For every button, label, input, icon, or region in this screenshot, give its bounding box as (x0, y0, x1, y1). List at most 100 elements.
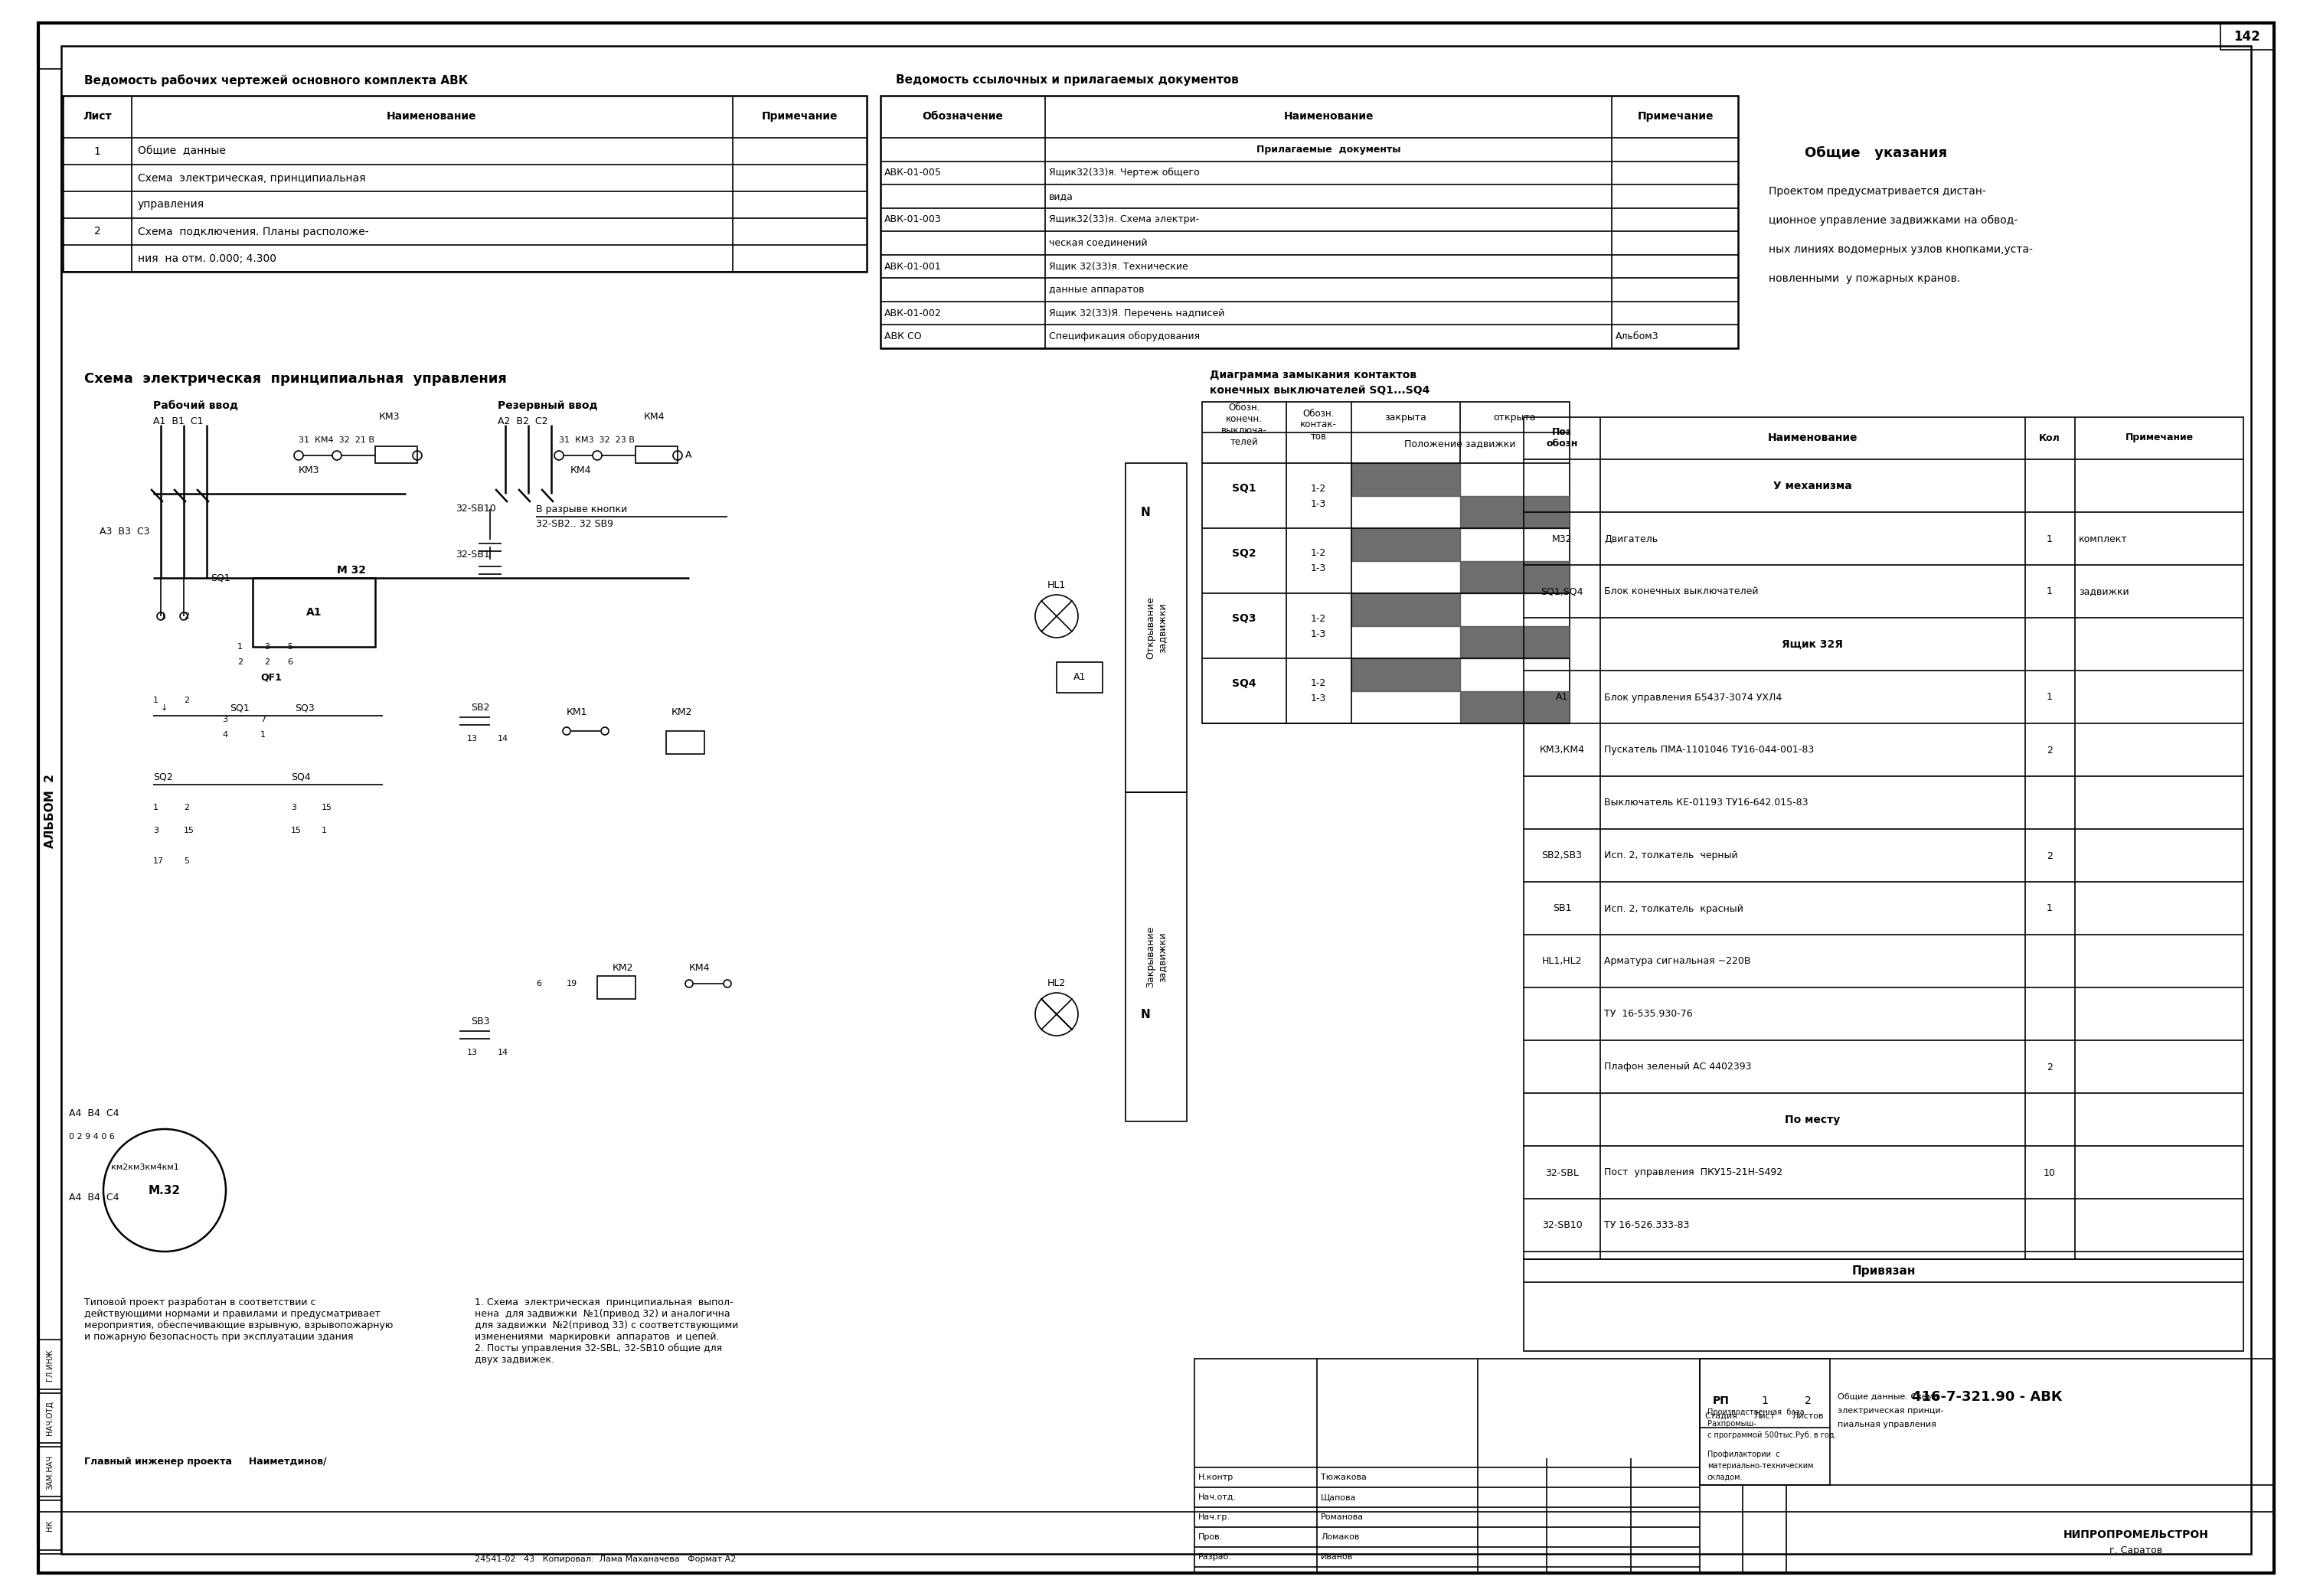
Text: 1-2: 1-2 (1312, 549, 1325, 559)
Text: Профилактории  с: Профилактории с (1707, 1451, 1780, 1459)
Text: Ломаков: Ломаков (1321, 1534, 1360, 1540)
Text: пиальная управления: пиальная управления (1838, 1420, 1936, 1428)
Text: 1: 1 (2047, 693, 2054, 702)
Text: Общие  данные: Общие данные (138, 145, 225, 156)
Text: SB2,SB3: SB2,SB3 (1541, 851, 1583, 860)
Text: Спецификация оборудования: Спецификация оборудования (1050, 332, 1199, 342)
Text: КМ2: КМ2 (613, 964, 634, 974)
Text: ния  на отм. 0.000; 4.300: ния на отм. 0.000; 4.300 (138, 254, 276, 263)
Text: 1: 1 (2047, 587, 2054, 597)
Text: А1  В1  С1: А1 В1 С1 (154, 417, 202, 426)
Text: Схема  электрическая  принципиальная  управления: Схема электрическая принципиальная управ… (85, 372, 508, 386)
Text: М 32: М 32 (338, 565, 365, 576)
Text: электрическая принци-: электрическая принци- (1838, 1408, 1943, 1414)
Text: складом.: складом. (1707, 1473, 1743, 1481)
Bar (39, 1446, 62, 1497)
Text: 1-3: 1-3 (1312, 694, 1325, 704)
Text: 32-SB10: 32-SB10 (1541, 1221, 1583, 1231)
Text: N: N (1142, 1009, 1151, 1020)
Bar (636, 447, 678, 463)
Text: Ведомость рабочих чертежей основного комплекта АВК: Ведомость рабочих чертежей основного ком… (85, 75, 469, 86)
Text: Главный инженер проекта     Наиметдинов/: Главный инженер проекта Наиметдинов/ (85, 1457, 326, 1467)
Text: КМ4: КМ4 (570, 466, 593, 476)
Text: 1: 1 (2047, 535, 2054, 544)
Text: 32-SBL: 32-SBL (1546, 1168, 1578, 1178)
Bar (2221, 22, 2274, 49)
Text: 7: 7 (260, 715, 266, 723)
Text: А: А (685, 450, 691, 460)
Text: Ящик 32(33)я. Технические: Ящик 32(33)я. Технические (1050, 262, 1188, 271)
Text: Ведомость ссылочных и прилагаемых документов: Ведомость ссылочных и прилагаемых докуме… (896, 75, 1238, 86)
Text: А4  В4  С4: А4 В4 С4 (69, 1109, 119, 1119)
Text: НАЧ.ОТД: НАЧ.ОТД (46, 1401, 53, 1435)
Text: Прилагаемые  документы: Прилагаемые документы (1256, 145, 1401, 155)
Text: Нач.гр.: Нач.гр. (1199, 1513, 1231, 1521)
Text: Рахпромыш-: Рахпромыш- (1707, 1420, 1757, 1427)
Text: А1: А1 (1073, 672, 1086, 683)
Text: Н.контр: Н.контр (1199, 1473, 1233, 1481)
Text: 32-SB2.. 32 SB9: 32-SB2.. 32 SB9 (535, 519, 613, 530)
Text: 1-2: 1-2 (1312, 678, 1325, 688)
Text: SB3: SB3 (471, 1017, 489, 1026)
Text: 5: 5 (287, 643, 292, 651)
Bar (880, 96, 1739, 348)
Text: 1-2: 1-2 (1312, 484, 1325, 493)
Text: Плафон зеленый АС 4402393: Плафон зеленый АС 4402393 (1603, 1061, 1750, 1073)
Text: 1: 1 (260, 731, 266, 739)
Text: SQ1,SQ4: SQ1,SQ4 (1541, 587, 1583, 597)
Text: 3: 3 (264, 643, 269, 651)
Text: 3: 3 (154, 827, 158, 835)
Text: материально-техническим: материально-техническим (1707, 1462, 1815, 1470)
Bar (39, 69, 62, 1555)
Text: Положение задвижки: Положение задвижки (1403, 439, 1516, 448)
Text: А1: А1 (1555, 693, 1569, 702)
Text: SQ2: SQ2 (154, 772, 172, 782)
Text: 32-SB1: 32-SB1 (455, 551, 489, 560)
Text: Закрывание
задвижки: Закрывание задвижки (1146, 926, 1167, 988)
Text: 19: 19 (567, 980, 577, 988)
Text: HL2: HL2 (1047, 978, 1066, 988)
Text: HL1,HL2: HL1,HL2 (1541, 956, 1583, 967)
Text: 31  КМ3  32  23 В: 31 КМ3 32 23 В (558, 436, 634, 444)
Text: Блок конечных выключателей: Блок конечных выключателей (1603, 587, 1760, 597)
Text: А4  В4  С4: А4 В4 С4 (69, 1192, 119, 1203)
Text: Примечание: Примечание (1638, 112, 1714, 121)
Text: 142: 142 (2235, 30, 2260, 43)
Text: вида: вида (1050, 192, 1073, 201)
Bar (39, 1511, 2274, 1574)
Text: Резервный ввод: Резервный ввод (498, 401, 597, 412)
Text: Ящик32(33)я. Чертеж общего: Ящик32(33)я. Чертеж общего (1050, 168, 1199, 177)
Text: Двигатель: Двигатель (1603, 535, 1658, 544)
Bar (597, 977, 636, 999)
Text: Обозн.
контак-
тов: Обозн. контак- тов (1300, 409, 1337, 440)
Text: 0 2 9 4 0 6: 0 2 9 4 0 6 (69, 1133, 115, 1141)
Text: 6: 6 (287, 658, 292, 666)
Text: г. Саратов: г. Саратов (2109, 1545, 2164, 1555)
Text: НК: НК (46, 1519, 53, 1531)
Bar (39, 1339, 62, 1390)
Text: Разраб.: Разраб. (1199, 1553, 1231, 1561)
Text: Поз
обозн: Поз обозн (1546, 428, 1578, 448)
Text: 2: 2 (1805, 1395, 1810, 1406)
Text: 1: 1 (154, 696, 158, 704)
Text: ТУ 16-526.333-83: ТУ 16-526.333-83 (1603, 1221, 1688, 1231)
Text: 10: 10 (2044, 1168, 2056, 1178)
Text: 1-3: 1-3 (1312, 629, 1325, 638)
Bar (666, 731, 705, 753)
Bar (1523, 1259, 2244, 1352)
Text: 5: 5 (184, 857, 188, 865)
Text: НИПРОПРОМЕЛЬСТРОН: НИПРОПРОМЕЛЬСТРОН (2063, 1529, 2210, 1540)
Text: 1: 1 (322, 827, 326, 835)
Bar (1126, 792, 1188, 1122)
Text: 416-7-321.90 - АВК: 416-7-321.90 - АВК (1911, 1390, 2063, 1404)
Bar (39, 1500, 62, 1550)
Text: Альбом3: Альбом3 (1615, 332, 1658, 342)
Text: АВК-01-003: АВК-01-003 (884, 215, 942, 225)
Text: КМ2: КМ2 (671, 707, 691, 717)
Text: 15: 15 (184, 827, 195, 835)
Text: км2км3км4км1: км2км3км4км1 (110, 1163, 179, 1171)
Bar (39, 1393, 62, 1443)
Text: QF1: QF1 (260, 672, 283, 683)
Text: Типовой проект разработан в соответствии с
действующими нормами и правилами и пр: Типовой проект разработан в соответствии… (85, 1298, 393, 1342)
Text: Стадия: Стадия (1704, 1412, 1737, 1420)
